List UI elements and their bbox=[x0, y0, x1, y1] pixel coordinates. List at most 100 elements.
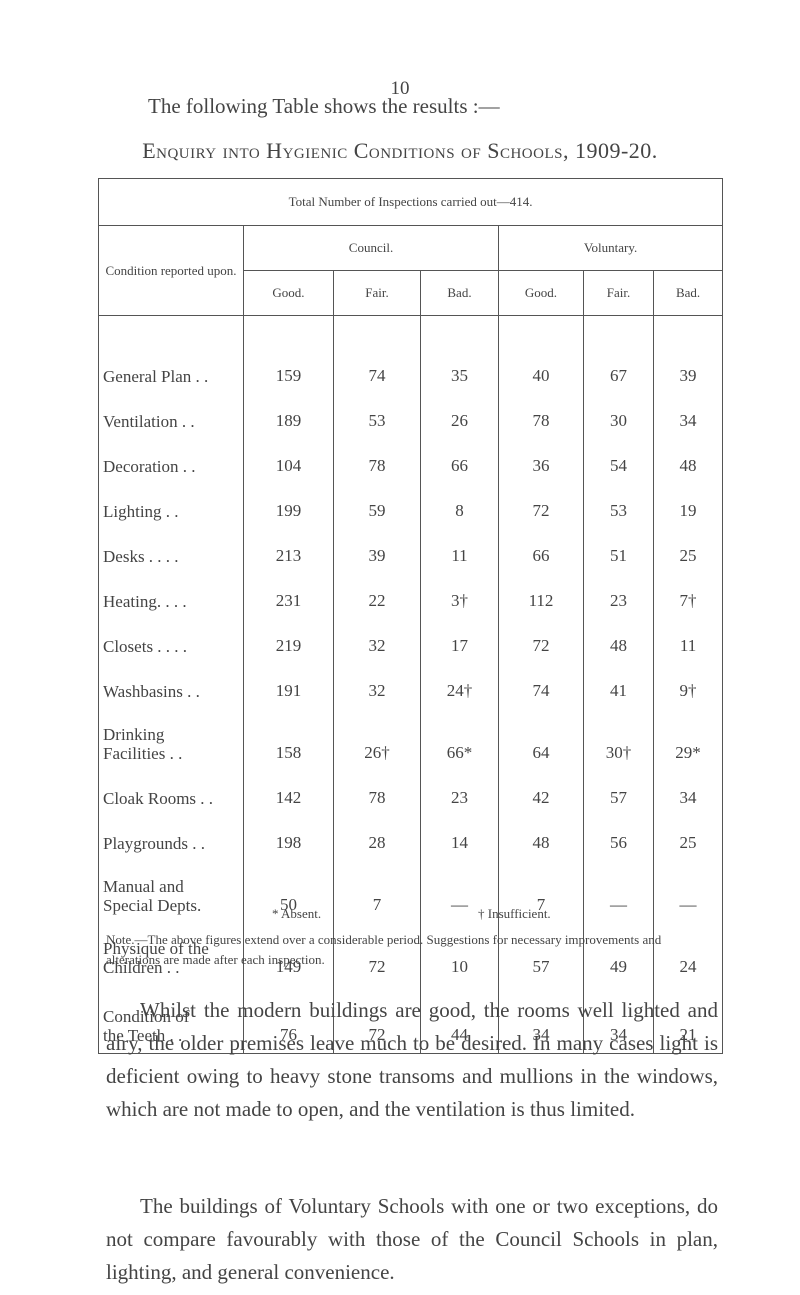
cell: 26 bbox=[420, 394, 499, 439]
cell: 41 bbox=[583, 664, 654, 709]
column-header: Bad. bbox=[652, 270, 724, 316]
cell: 23 bbox=[420, 771, 499, 816]
paragraph: The buildings of Voluntary Schools with … bbox=[106, 1194, 718, 1284]
row-label: Decoration . . bbox=[98, 439, 244, 484]
cell: 76 bbox=[243, 985, 334, 1054]
cell: 39 bbox=[333, 529, 421, 574]
cell: 78 bbox=[498, 394, 584, 439]
cell: 112 bbox=[498, 574, 584, 619]
row-label: Heating. . . . bbox=[98, 574, 244, 619]
group-header: Voluntary. bbox=[497, 225, 724, 271]
note: Note.—The above figures extend over a co… bbox=[106, 932, 662, 967]
table-row: Drinking Facilities . . 158 26† 66* 64 30† 29* bbox=[98, 709, 724, 771]
cell: 22 bbox=[333, 574, 421, 619]
cell: 39 bbox=[652, 315, 724, 394]
cell: 35 bbox=[420, 315, 499, 394]
cell: 30 bbox=[583, 394, 654, 439]
row-label: Closets . . . . bbox=[98, 619, 244, 664]
column-header: Good. bbox=[498, 270, 584, 316]
cell: 59 bbox=[333, 484, 421, 529]
cell: 66 bbox=[420, 439, 499, 484]
cell: 11 bbox=[420, 529, 499, 574]
cell: 11 bbox=[652, 619, 724, 664]
cell: 17 bbox=[420, 619, 499, 664]
cell: 34 bbox=[583, 985, 654, 1054]
intro: The following Table shows the results :— bbox=[148, 94, 500, 118]
title: Enquiry into Hygienic Conditions of Scho… bbox=[142, 138, 658, 163]
column-header: Fair. bbox=[583, 270, 654, 316]
table-row: Decoration . . 104 78 66 36 54 48 bbox=[98, 439, 724, 484]
cell: 10 bbox=[420, 923, 499, 985]
row-label: Washbasins . . bbox=[98, 664, 244, 709]
cell: 78 bbox=[333, 771, 421, 816]
table-row: Condition of the Teeth . . 76 72 44 34 34 21 bbox=[98, 985, 724, 1054]
cell: 50 bbox=[243, 861, 334, 923]
cell: 34 bbox=[498, 985, 584, 1054]
cell: 66* bbox=[420, 709, 499, 771]
cell: — bbox=[652, 861, 724, 923]
cell: 8 bbox=[420, 484, 499, 529]
row-label: Lighting . . bbox=[98, 484, 244, 529]
cell: 64 bbox=[498, 709, 584, 771]
cell: 9† bbox=[652, 664, 724, 709]
cell: 34 bbox=[652, 771, 724, 816]
cell: 30† bbox=[583, 709, 654, 771]
row-label: General Plan . . bbox=[98, 315, 244, 394]
cell: 66 bbox=[498, 529, 584, 574]
cell: 49 bbox=[583, 923, 654, 985]
table-row: Closets . . . . 219 32 17 72 48 11 bbox=[98, 619, 724, 664]
cell: 28 bbox=[333, 816, 421, 861]
cell: 67 bbox=[583, 315, 654, 394]
cell: 48 bbox=[652, 439, 724, 484]
cell: 219 bbox=[243, 619, 334, 664]
cell: 198 bbox=[243, 816, 334, 861]
page-number: 10 bbox=[390, 78, 410, 99]
table-row: Washbasins . . 191 32 24† 74 41 9† bbox=[98, 664, 724, 709]
cell: 199 bbox=[243, 484, 334, 529]
cell: 21 bbox=[652, 985, 724, 1054]
cell: 36 bbox=[498, 439, 584, 484]
cell: 57 bbox=[583, 771, 654, 816]
row-label: Manual and Special Depts. bbox=[98, 861, 244, 923]
cell: 51 bbox=[583, 529, 654, 574]
cell: 42 bbox=[498, 771, 584, 816]
cell: 26† bbox=[333, 709, 421, 771]
table-row: Desks . . . . 213 39 11 66 51 25 bbox=[98, 529, 724, 574]
cell: 72 bbox=[498, 619, 584, 664]
footnote: † Insufficient. bbox=[478, 906, 551, 921]
cell: 24† bbox=[420, 664, 499, 709]
table-row: Manual and Special Depts. 50 7—7— — bbox=[98, 861, 724, 923]
cell: 3† bbox=[420, 574, 499, 619]
condition-header: Condition reported upon. bbox=[98, 225, 244, 316]
table-caption: Total Number of Inspections carried out—… bbox=[97, 178, 724, 226]
cell: 57 bbox=[498, 923, 584, 985]
cell: 74 bbox=[333, 315, 421, 394]
cell: 191 bbox=[243, 664, 334, 709]
cell: — bbox=[583, 861, 654, 923]
cell: 189 bbox=[243, 394, 334, 439]
table-row: Heating. . . . 231 22 3† 112 23 7† bbox=[98, 574, 724, 619]
table-row: Ventilation . . 189 53 26 78 30 34 bbox=[98, 394, 724, 439]
cell: 72 bbox=[333, 985, 421, 1054]
group-header: Council. bbox=[243, 225, 499, 271]
cell: 14 bbox=[420, 816, 499, 861]
cell: 48 bbox=[498, 816, 584, 861]
row-label: Drinking Facilities . . bbox=[98, 709, 244, 771]
results-table: Total Number of Inspections carried out—… bbox=[97, 178, 724, 1054]
cell: 231 bbox=[243, 574, 334, 619]
cell: 142 bbox=[243, 771, 334, 816]
cell: 23 bbox=[583, 574, 654, 619]
footnote: * Absent. bbox=[272, 906, 322, 921]
cell: 34 bbox=[652, 394, 724, 439]
column-header: Fair. bbox=[333, 270, 421, 316]
cell: 32 bbox=[333, 619, 421, 664]
cell: 40 bbox=[498, 315, 584, 394]
cell: 19 bbox=[652, 484, 724, 529]
row-label: Ventilation . . bbox=[98, 394, 244, 439]
cell: 29* bbox=[652, 709, 724, 771]
cell: 44 bbox=[420, 985, 499, 1054]
cell: 158 bbox=[243, 709, 334, 771]
cell: 53 bbox=[333, 394, 421, 439]
cell: 7† bbox=[652, 574, 724, 619]
